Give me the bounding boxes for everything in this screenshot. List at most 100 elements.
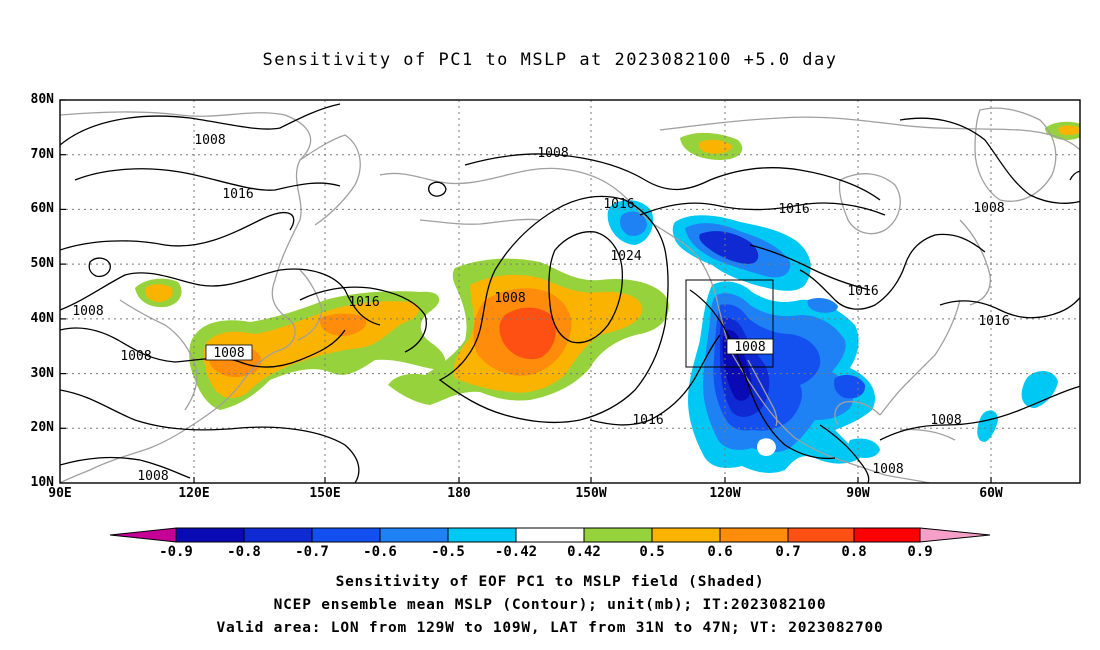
colorbar-label: -0.6 xyxy=(363,544,397,560)
map-title: Sensitivity of PC1 to MSLP at 2023082100… xyxy=(262,50,838,70)
colorbar-bin xyxy=(243,527,313,543)
contour-1008-box xyxy=(689,289,836,460)
contour-1008-asia-mid xyxy=(60,211,295,251)
contour-1008-canada xyxy=(464,153,881,201)
coastline-china-east xyxy=(119,299,198,411)
coastline-gulf xyxy=(834,400,881,426)
coastline-greenland xyxy=(974,107,1057,202)
colorbar-label: 0.5 xyxy=(639,544,665,560)
contour-label-boxed: 1008 xyxy=(213,346,244,361)
colorbar-high-arrow xyxy=(919,527,991,543)
colorbar-label: 0.42 xyxy=(567,544,601,560)
contour-label: 1016 xyxy=(847,284,878,299)
contour-label: 1008 xyxy=(494,291,525,306)
contour-1008-subtropic xyxy=(60,389,360,483)
contour-1008-atlantic xyxy=(899,117,1080,204)
contour-1016-west-us xyxy=(799,233,986,310)
negative-patch-south xyxy=(848,438,880,458)
footer-line-2: NCEP ensemble mean MSLP (Contour); unit(… xyxy=(273,597,827,613)
contour-label: 1008 xyxy=(537,146,568,161)
negative-patch-hawaii-area xyxy=(757,438,776,456)
colorbar-bin xyxy=(447,527,517,543)
contour-1016-hudson xyxy=(749,244,871,291)
colorbar-label: 0.6 xyxy=(707,544,733,560)
coastline-caribbean xyxy=(899,428,956,441)
contour-1016-canada xyxy=(639,202,886,216)
contour-label: 1008 xyxy=(872,462,903,477)
contour-label: 1008 xyxy=(194,133,225,148)
lat-label: 30N xyxy=(30,366,54,381)
contour-1016-baja xyxy=(589,334,721,426)
contour-ring-east xyxy=(1069,170,1080,181)
contour-label: 1008 xyxy=(137,469,168,484)
coastline-baja xyxy=(747,359,778,427)
colorbar-label: -0.7 xyxy=(295,544,329,560)
contour-label: 1016 xyxy=(778,202,809,217)
coastline-aleutians xyxy=(419,218,541,225)
lat-label: 60N xyxy=(30,201,54,216)
contour-label: 1016 xyxy=(348,295,379,310)
contour-label: 1008 xyxy=(973,201,1004,216)
colorbar-low-arrow xyxy=(109,527,177,543)
coastline-canada-north xyxy=(659,116,1080,151)
lon-label: 120W xyxy=(709,486,741,501)
colorbar-label: 0.9 xyxy=(907,544,933,560)
colorbar-bin xyxy=(515,527,585,543)
lat-label: 80N xyxy=(30,92,54,107)
contour-1008-south xyxy=(60,456,191,479)
footer-line-1: Sensitivity of EOF PC1 to MSLP field (Sh… xyxy=(335,574,765,590)
red-orange-central-pacific xyxy=(499,307,556,360)
lat-label: 50N xyxy=(30,256,54,271)
coastline-us-east xyxy=(879,299,961,416)
box-contour-label: 1008 xyxy=(734,340,765,355)
colorbar-label: -0.9 xyxy=(159,544,193,560)
contour-labels: 1008 1016 1008 1016 1024 1008 1016 1016 … xyxy=(72,133,1009,484)
orange-patch-alaska-north xyxy=(698,139,732,154)
negative-patch-atlantic-2 xyxy=(977,410,998,442)
colorbar-label: -0.42 xyxy=(494,544,538,560)
colorbar-label: 0.8 xyxy=(841,544,867,560)
footer-line-3: Valid area: LON from 129W to 109W, LAT f… xyxy=(216,620,884,636)
lon-label: 180 xyxy=(447,486,471,501)
coastline-japan xyxy=(297,269,323,341)
contour-1016-pacific xyxy=(60,268,381,326)
coastline-central-america xyxy=(839,459,931,483)
plot-frame xyxy=(59,99,1081,484)
negative-region-gulf-alaska-inner xyxy=(620,211,647,236)
lat-label: 70N xyxy=(30,147,54,162)
negative-region-canada-inner xyxy=(699,231,759,264)
coastline-hudson xyxy=(838,173,901,235)
contour-1016-asia-north xyxy=(74,168,341,191)
coastline-kamchatka xyxy=(299,134,361,226)
coastlines xyxy=(60,107,1080,483)
lat-label: 40N xyxy=(30,311,54,326)
contour-label: 1008 xyxy=(72,304,103,319)
contour-1024-high xyxy=(548,231,624,344)
lat-label: 20N xyxy=(30,420,54,435)
colorbar xyxy=(109,527,991,543)
colorbar-bin xyxy=(583,527,653,543)
negative-patch-atlantic xyxy=(1021,370,1058,408)
contour-label: 1008 xyxy=(930,413,961,428)
valid-area-box xyxy=(685,279,774,368)
orange-patch-greenland xyxy=(1058,125,1080,135)
contour-1016-high-outer xyxy=(438,195,669,424)
colorbar-label: 0.7 xyxy=(775,544,801,560)
colorbar-bin xyxy=(787,527,855,543)
graticule xyxy=(60,100,1080,483)
coastline-labrador xyxy=(959,219,991,306)
lon-label: 90W xyxy=(846,486,870,501)
contour-label: 1008 xyxy=(120,349,151,364)
colorbar-bin xyxy=(651,527,721,543)
contour-1008-north xyxy=(60,103,341,146)
orange-patch-korea xyxy=(144,284,173,302)
lat-label: 10N xyxy=(30,475,54,490)
axis-ticks xyxy=(60,99,992,483)
contour-label: 1016 xyxy=(222,187,253,202)
lon-label: 60W xyxy=(979,486,1003,501)
contour-label: 1024 xyxy=(610,249,641,264)
colorbar-bin xyxy=(853,527,921,543)
lon-label: 150W xyxy=(575,486,607,501)
colorbar-bin xyxy=(379,527,449,543)
